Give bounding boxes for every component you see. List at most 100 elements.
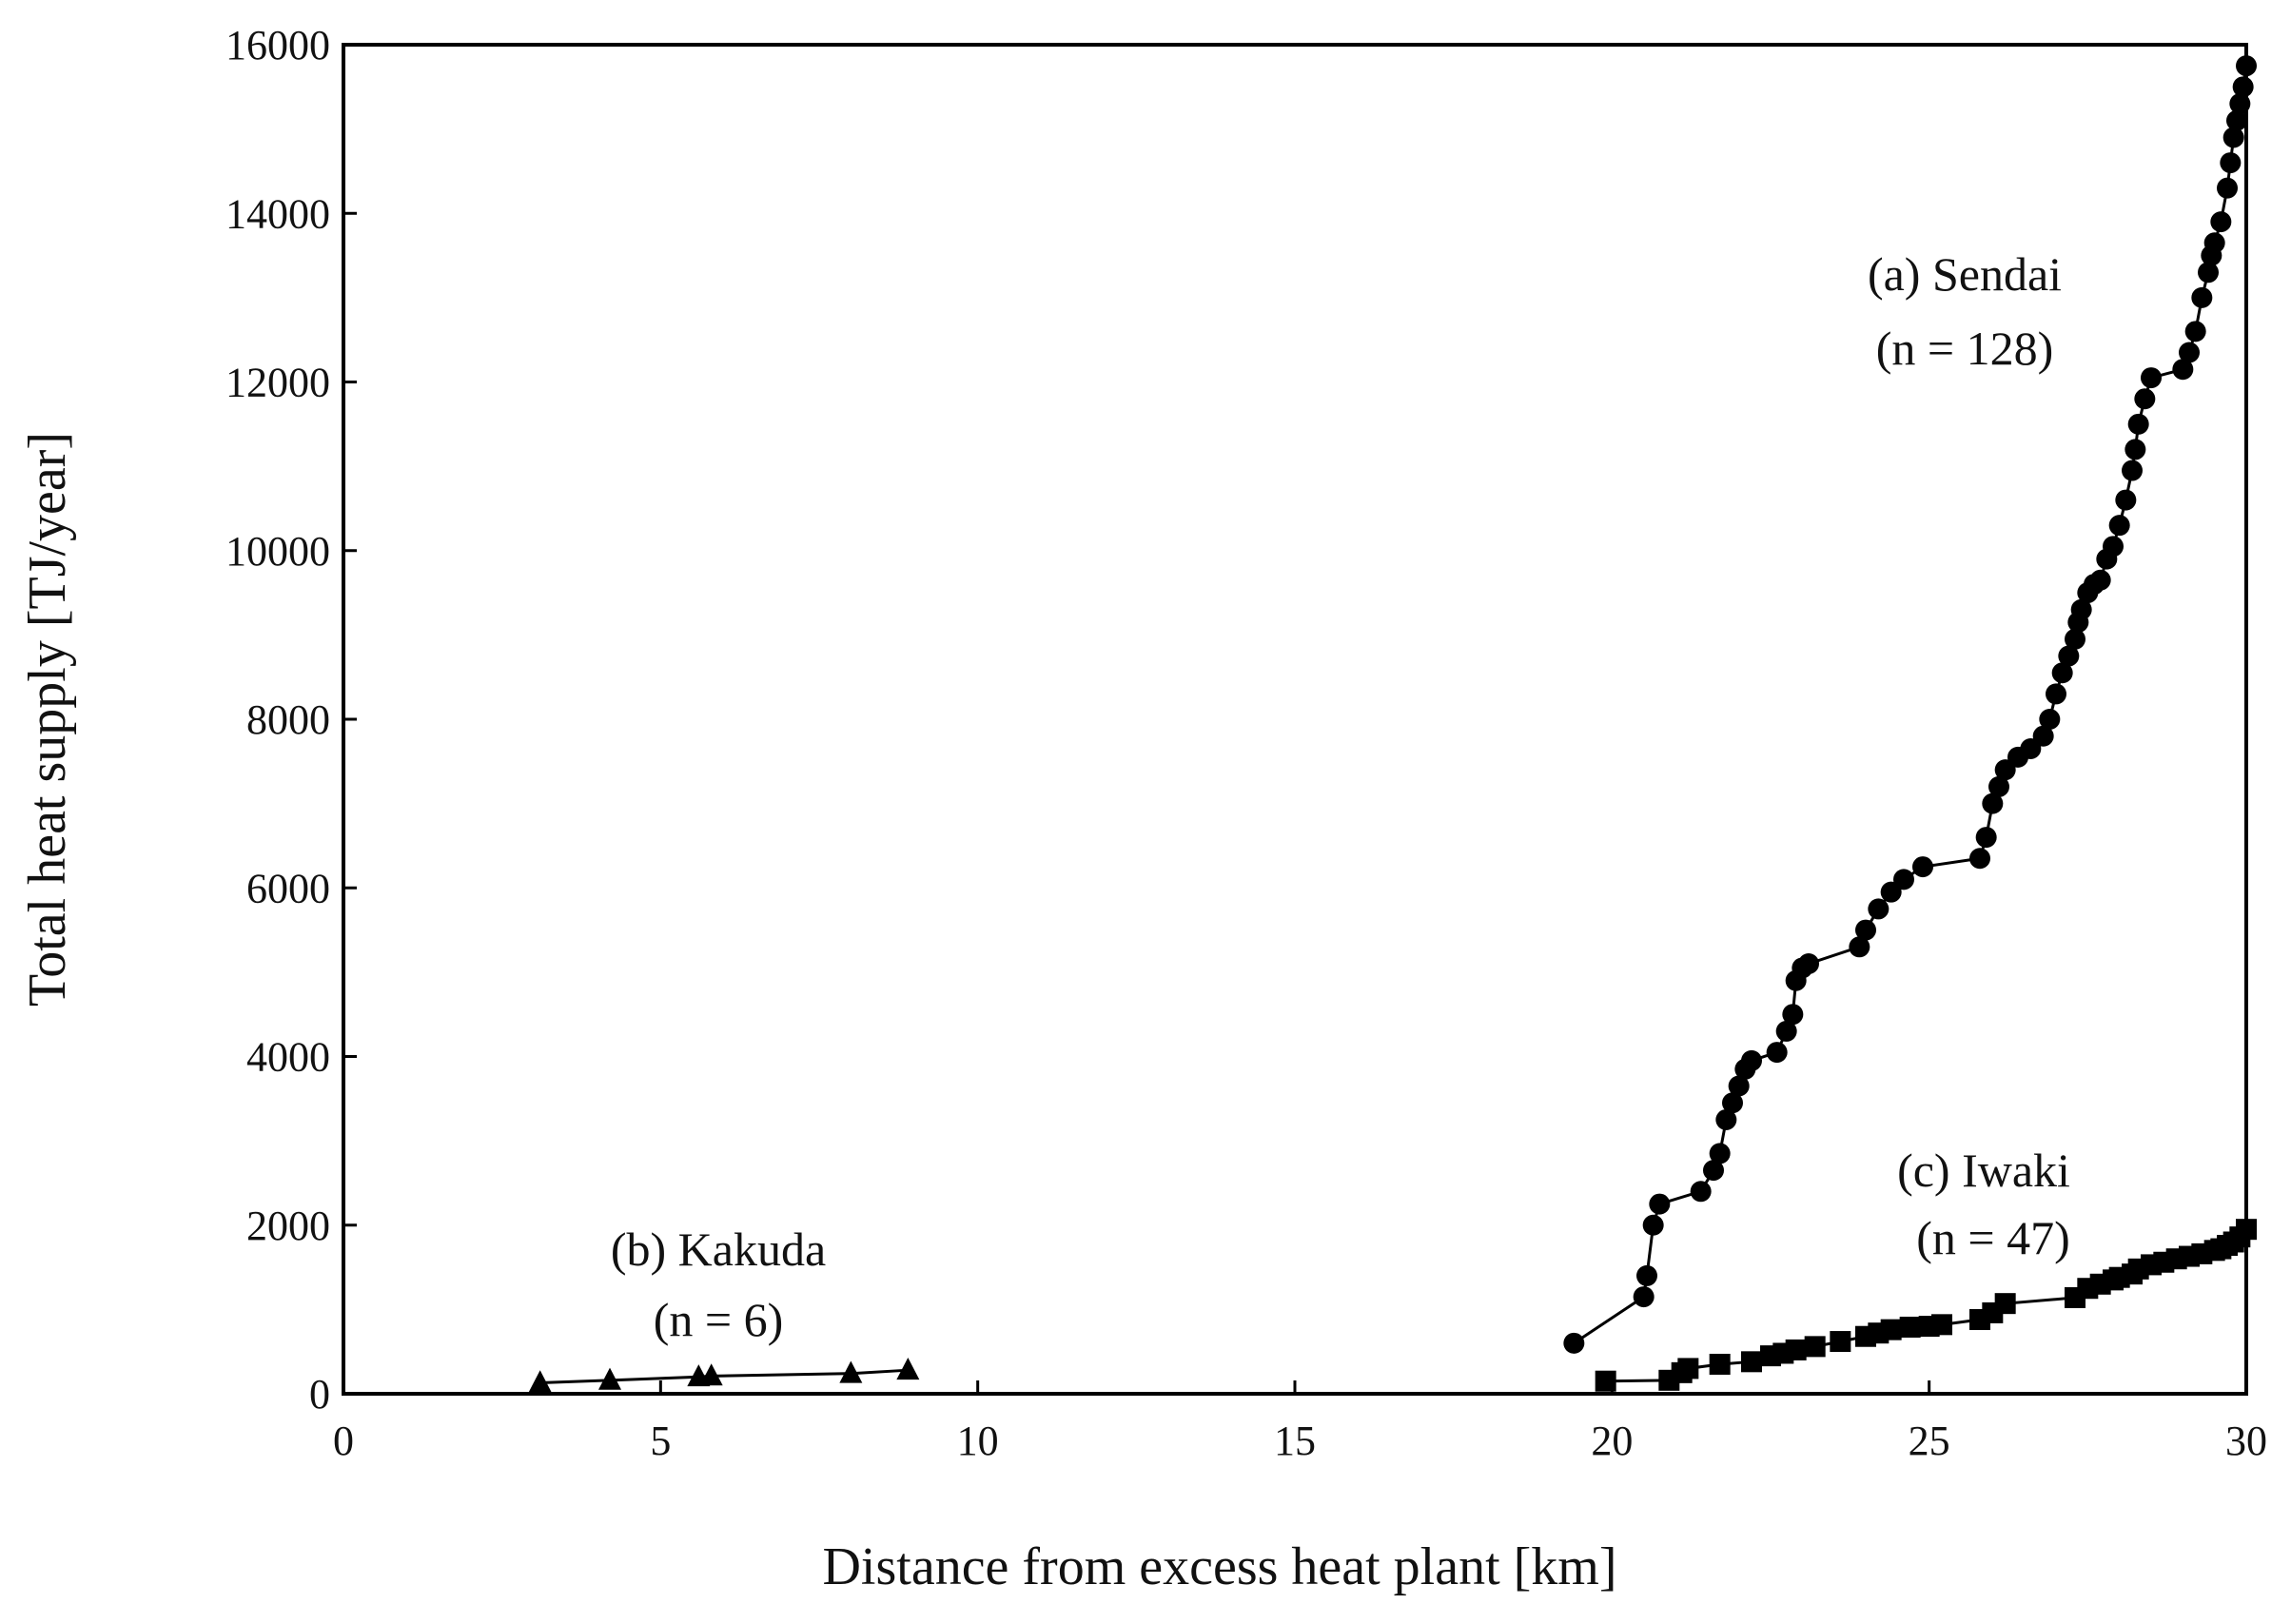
data-point	[1563, 1332, 1585, 1354]
x-tick-label: 15	[1274, 1418, 1316, 1464]
y-axis-title: Total heat supply [TJ/year]	[18, 432, 77, 1007]
y-tick-label: 12000	[225, 360, 330, 406]
data-point	[1893, 869, 1914, 890]
data-point	[1595, 1370, 1616, 1392]
data-point	[2184, 321, 2206, 342]
data-point	[1880, 1319, 1902, 1340]
data-point	[2070, 598, 2092, 620]
data-point	[1709, 1353, 1731, 1375]
data-point	[1830, 1331, 1851, 1353]
data-point	[2226, 109, 2247, 131]
data-point	[1741, 1351, 1762, 1373]
kakuda-count: (n = 6)	[654, 1293, 784, 1346]
data-point	[1690, 1181, 1712, 1203]
data-point	[2217, 177, 2238, 199]
data-point	[2089, 569, 2111, 591]
x-tick-label: 20	[1591, 1418, 1633, 1464]
data-point	[2065, 628, 2085, 650]
data-point	[1703, 1160, 1724, 1182]
data-point	[2141, 367, 2162, 389]
x-tick-label: 5	[650, 1418, 671, 1464]
y-tick-label: 10000	[225, 528, 330, 575]
data-point	[1849, 936, 1870, 958]
data-point	[1855, 919, 1876, 941]
data-point	[528, 1370, 552, 1393]
data-point	[1722, 1092, 1743, 1114]
data-point	[1741, 1049, 1762, 1071]
data-point	[1988, 775, 2009, 797]
series-iwaki	[1595, 1219, 2257, 1392]
data-point	[1775, 1020, 1797, 1042]
x-tick-label: 25	[1909, 1418, 1950, 1464]
data-point	[2051, 662, 2073, 684]
data-point	[1728, 1075, 1750, 1097]
data-point	[1868, 898, 1890, 920]
kakuda-label: (b) Kakuda	[611, 1223, 826, 1276]
data-point	[2236, 55, 2257, 77]
data-point	[2032, 725, 2054, 747]
y-tick-label: 0	[309, 1371, 330, 1418]
data-point	[2122, 460, 2143, 481]
data-point	[2179, 342, 2200, 363]
data-point	[2198, 262, 2219, 284]
data-point	[2172, 359, 2194, 381]
data-point	[2222, 127, 2244, 148]
data-point	[2210, 211, 2232, 233]
data-point	[1804, 1336, 1826, 1358]
data-point	[1782, 1004, 1804, 1026]
y-tick-label: 4000	[246, 1034, 330, 1081]
iwaki-label: (c) Iwaki	[1897, 1144, 2070, 1197]
data-point	[2232, 76, 2254, 98]
y-tick-label: 16000	[225, 22, 330, 68]
data-point	[2203, 232, 2225, 254]
data-point	[2115, 489, 2137, 511]
x-tick-label: 30	[2225, 1418, 2267, 1464]
data-point	[1766, 1042, 1788, 1064]
data-point	[1636, 1264, 1657, 1286]
x-axis: 0 5 10 15 20 25 30	[333, 1380, 2267, 1464]
data-point	[598, 1367, 621, 1390]
data-point	[2127, 413, 2149, 435]
data-point	[839, 1360, 863, 1383]
data-point	[1912, 856, 1933, 878]
y-tick-label: 14000	[225, 190, 330, 237]
data-point	[1931, 1314, 1952, 1336]
data-point	[2191, 286, 2213, 308]
y-axis: 0 2000 4000 6000 8000 10000 12000 14000 16000	[225, 22, 357, 1418]
y-tick-label: 6000	[246, 865, 330, 911]
data-point	[2220, 152, 2242, 174]
data-point	[2058, 645, 2080, 667]
y-tick-label: 8000	[246, 696, 330, 743]
data-point	[2046, 683, 2066, 705]
data-point	[896, 1357, 920, 1380]
data-point	[1642, 1214, 1664, 1236]
data-point	[699, 1363, 723, 1386]
data-point	[2134, 388, 2156, 410]
data-point	[2039, 709, 2061, 730]
data-point	[1880, 881, 1902, 903]
series-sendai	[1563, 55, 2257, 1354]
data-point	[2125, 439, 2146, 460]
data-point	[1633, 1286, 1655, 1308]
data-point	[1982, 792, 2004, 814]
sendai-label: (a) Sendai	[1868, 247, 2062, 301]
x-axis-title: Distance from excess heat plant [km]	[822, 1537, 1616, 1596]
data-point	[1715, 1108, 1737, 1130]
data-point	[1969, 848, 1990, 870]
data-point	[1994, 759, 2016, 781]
data-point	[1649, 1193, 1671, 1215]
iwaki-count: (n = 47)	[1916, 1211, 2070, 1264]
x-tick-label: 0	[333, 1418, 354, 1464]
data-point	[2103, 536, 2124, 558]
y-tick-label: 2000	[246, 1203, 330, 1249]
data-point	[1677, 1358, 1699, 1379]
data-point	[1785, 1339, 1807, 1360]
data-point	[2020, 738, 2042, 760]
data-point	[1709, 1143, 1731, 1164]
data-point	[1994, 1293, 2016, 1315]
series-layer	[528, 55, 2257, 1393]
series-kakuda	[528, 1357, 920, 1393]
data-point	[2108, 515, 2130, 537]
data-point	[1899, 1316, 1921, 1338]
